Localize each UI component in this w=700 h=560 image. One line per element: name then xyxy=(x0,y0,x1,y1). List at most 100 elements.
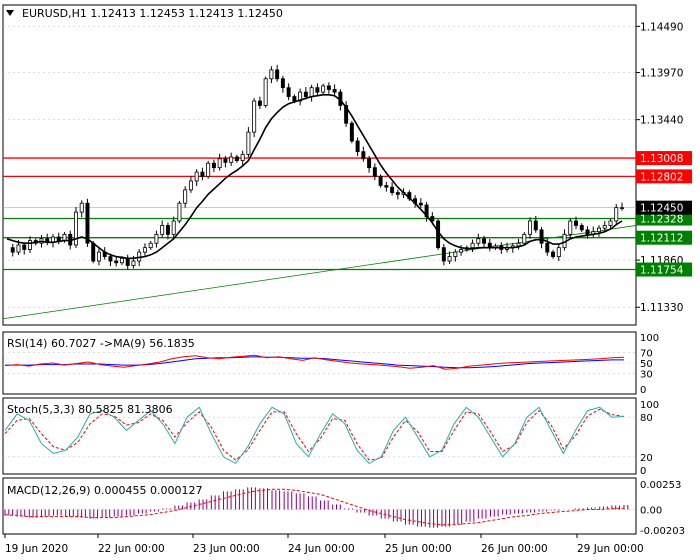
time-tick-label: 19 Jun 2020 xyxy=(5,543,68,555)
macd-panel[interactable]: 0.00253 0.00 -0.00203 MACD(12,26,9) 0.0004… xyxy=(2,477,685,537)
candle-body xyxy=(177,202,182,222)
candle-body xyxy=(73,211,78,246)
candle-body xyxy=(620,207,624,210)
candle-body xyxy=(579,225,584,231)
candle-body xyxy=(482,238,487,244)
macd-tick-label: 0.00 xyxy=(640,506,662,517)
candle-body xyxy=(165,225,170,235)
candle-body xyxy=(119,257,124,264)
candle-body xyxy=(125,257,130,266)
candle-body xyxy=(321,85,326,93)
stoch-title: Stoch(5,3,3) 80.5825 81.3806 xyxy=(7,403,173,416)
candle-body xyxy=(447,256,452,262)
time-axis: 19 Jun 2020 22 Jun 00:00 23 Jun 00:00 24 Ju… xyxy=(4,534,644,555)
candle-body xyxy=(418,202,423,206)
rsi-tick-label: 50 xyxy=(640,359,653,370)
price-axis: 1.144901.139701.134401.124501.118601.113… xyxy=(636,21,692,314)
candle-body xyxy=(361,151,366,160)
candle-body xyxy=(453,251,458,257)
candle-body xyxy=(602,225,607,229)
price-tick-label: 1.14490 xyxy=(640,21,683,33)
macd-signal-line xyxy=(4,488,625,526)
candle-body xyxy=(286,87,291,97)
candle-body xyxy=(257,100,262,106)
resistance-label: 1.12802 xyxy=(640,171,683,183)
stoch-panel-frame xyxy=(2,397,637,475)
candle-body xyxy=(292,96,297,102)
candle-body xyxy=(315,87,320,93)
candle-body xyxy=(476,238,481,244)
candle-body xyxy=(194,171,199,182)
price-tick-label: 1.13440 xyxy=(640,115,683,127)
collapse-triangle-icon[interactable] xyxy=(6,10,14,16)
candle-body xyxy=(16,244,21,253)
time-tick-label: 26 Jun 00:00 xyxy=(481,543,548,555)
support-label-bg xyxy=(636,230,692,245)
macd-tick-label: 0.00253 xyxy=(640,480,681,491)
candle-body xyxy=(309,87,314,97)
candle-body xyxy=(597,227,601,233)
support-label-bg xyxy=(636,211,692,226)
candle-body xyxy=(269,69,274,80)
candle-body xyxy=(430,216,435,222)
candle-body xyxy=(91,242,96,262)
resistance-label-bg xyxy=(636,169,692,184)
macd-panel-frame xyxy=(2,477,637,535)
candle-body xyxy=(263,78,268,106)
candle-body xyxy=(367,158,372,169)
rsi-tick-label: 0 xyxy=(640,385,646,396)
stochastic-panel[interactable]: 100 80 20 0 Stoch(5,3,3) 80.5825 81.3806 xyxy=(2,397,659,477)
candle-body xyxy=(148,242,153,249)
candle-body xyxy=(85,202,90,244)
candle-body xyxy=(280,78,285,89)
stoch-main-line xyxy=(4,406,625,465)
candle-body xyxy=(217,158,222,169)
rsi-line xyxy=(4,354,625,370)
candle-body xyxy=(114,260,119,264)
candle-body xyxy=(344,105,349,124)
candle-body xyxy=(395,192,400,195)
candle-body xyxy=(154,233,159,244)
candle-body xyxy=(568,220,573,235)
candle-body xyxy=(608,220,613,226)
support-label-bg xyxy=(636,262,692,277)
candle-body xyxy=(372,167,377,177)
candle-body xyxy=(229,156,234,163)
candle-body xyxy=(188,180,193,191)
candle-body xyxy=(539,229,544,244)
price-panel[interactable]: 1.144901.139701.134401.124501.118601.113… xyxy=(2,4,692,326)
candle-body xyxy=(355,140,360,153)
moving-average-line xyxy=(6,94,623,260)
candle-body xyxy=(516,242,521,247)
time-tick-label: 22 Jun 00:00 xyxy=(98,543,165,555)
symbol-title: EURUSD,H1 1.12413 1.12453 1.12413 1.1245… xyxy=(22,7,283,20)
candle-body xyxy=(246,131,251,155)
candle-body xyxy=(551,251,556,257)
time-tick-label: 24 Jun 00:00 xyxy=(288,543,355,555)
support-label: 1.12328 xyxy=(640,214,683,226)
time-tick-label: 29 Jun 00:00 xyxy=(577,543,644,555)
candle-body xyxy=(384,185,389,188)
rsi-grid xyxy=(3,352,636,374)
candle-body xyxy=(211,162,216,169)
candle-body xyxy=(28,240,32,250)
candle-body xyxy=(22,244,27,250)
candle-body xyxy=(275,69,280,80)
candle-body xyxy=(142,247,147,253)
candle-body xyxy=(441,247,446,262)
candle-body xyxy=(470,242,475,249)
candle-body xyxy=(183,189,188,204)
candle-body xyxy=(223,158,228,163)
candle-body xyxy=(96,251,101,262)
stoch-grid xyxy=(3,416,636,458)
candle-body xyxy=(585,229,590,235)
rsi-tick-label: 30 xyxy=(640,369,653,380)
candle-body xyxy=(436,220,441,249)
support-label: 1.12112 xyxy=(640,233,683,245)
resistance-label: 1.13008 xyxy=(640,153,683,165)
candle-body xyxy=(574,220,578,226)
candle-body xyxy=(545,242,550,253)
